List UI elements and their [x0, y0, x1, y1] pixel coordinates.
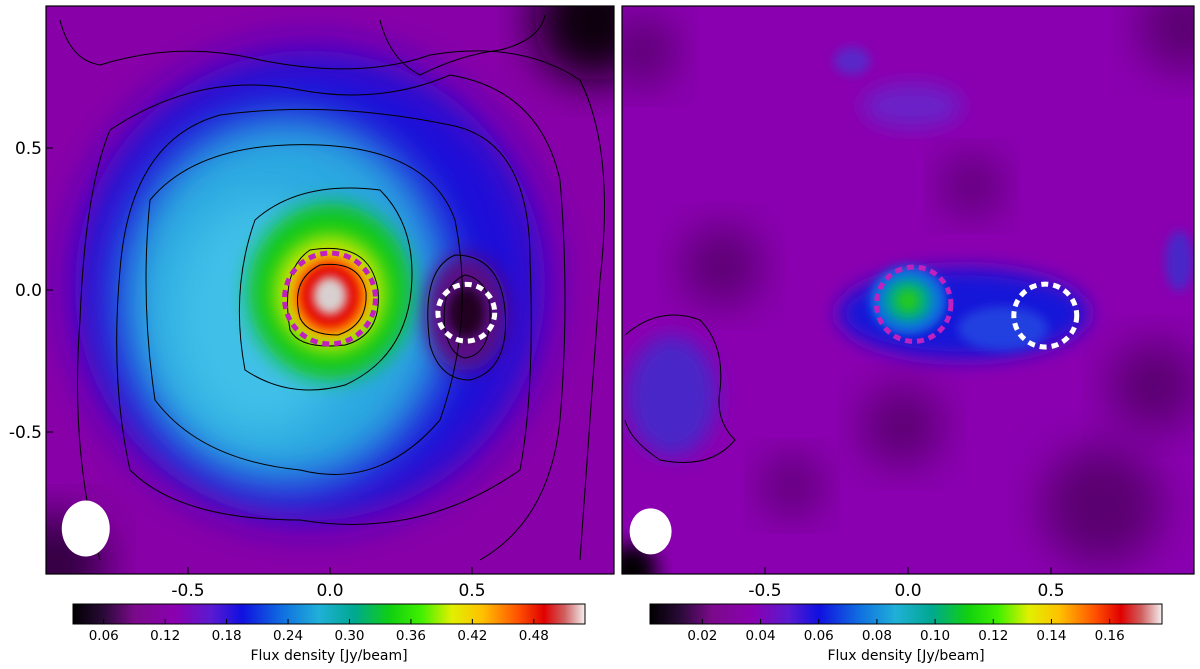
colorbar-tick-label: 0.06	[804, 628, 834, 644]
colorbar-tick-label: 0.02	[687, 628, 717, 644]
colorbar-tick-label: 0.14	[1036, 628, 1066, 644]
companion-aperture-circle	[435, 281, 498, 344]
x-tick: 0.0	[316, 567, 344, 601]
y-tick-label: 0.0	[15, 281, 42, 301]
colorbar-tick-label: 0.12	[150, 628, 180, 644]
x-tick-label: -0.5	[748, 581, 781, 601]
x-tick: 0.5	[458, 567, 486, 601]
x-tick: -0.5	[171, 567, 205, 601]
x-tick-label: -0.5	[171, 581, 204, 601]
beam-ellipse	[629, 508, 672, 555]
colorbar-tick-label: 0.04	[746, 628, 776, 644]
x-tick-label: 0.5	[458, 581, 485, 601]
colorbar-tick-label: 0.36	[396, 628, 426, 644]
contour-lines	[59, 14, 605, 561]
colorbar-tick-label: 0.06	[89, 628, 119, 644]
right-colorbar: 0.02 0.04 0.06 0.08 0.10 0.12 0.14 0.16 Flux den…	[649, 603, 1163, 664]
flux-image	[622, 6, 1194, 574]
companion-aperture-circle	[1011, 281, 1080, 350]
y-tick: 0.0	[15, 281, 53, 301]
y-tick-label: -0.5	[9, 423, 42, 443]
left-colorbar: 0.06 0.12 0.18 0.24 0.30 0.36 0.42 0.48 Flux den…	[72, 603, 586, 664]
colorbar-tick-label: 0.10	[920, 628, 950, 644]
source-aperture-circle	[874, 264, 954, 344]
x-tick-label: 0.0	[316, 581, 343, 601]
x-tick-label: 0.0	[894, 581, 921, 601]
colorbar-label: Flux density [Jy/beam]	[827, 648, 984, 664]
y-tick: -0.5	[9, 423, 53, 443]
colorbar-tick-label: 0.18	[212, 628, 242, 644]
colorbar-gradient	[72, 603, 586, 625]
y-tick-label: 0.5	[15, 139, 42, 159]
colorbar-gradient	[649, 603, 1163, 625]
x-tick: 0.5	[1037, 567, 1065, 601]
y-tick: 0.5	[15, 139, 53, 159]
x-tick: 0.0	[894, 567, 922, 601]
x-tick-label: 0.5	[1037, 581, 1064, 601]
colorbar-tick-label: 0.48	[519, 628, 549, 644]
source-aperture-circle	[282, 250, 378, 347]
colorbar-tick-label: 0.12	[978, 628, 1008, 644]
colorbar-tick-label: 0.16	[1095, 628, 1125, 644]
beam-ellipse	[61, 500, 110, 557]
right-panel-flux-map: -0.5 0.0 0.5	[621, 5, 1195, 601]
left-panel-flux-map: -0.5 0.0 0.5 0.5 0.0 -0.5	[9, 5, 615, 601]
colorbar-label: Flux density [Jy/beam]	[250, 648, 407, 664]
colorbar-tick-label: 0.30	[334, 628, 364, 644]
colorbar-tick-label: 0.08	[862, 628, 892, 644]
flux-image	[46, 6, 614, 574]
colorbar-tick-label: 0.24	[273, 628, 303, 644]
contour-lines	[624, 314, 736, 463]
colorbar-tick-label: 0.42	[457, 628, 487, 644]
x-tick: -0.5	[748, 567, 782, 601]
